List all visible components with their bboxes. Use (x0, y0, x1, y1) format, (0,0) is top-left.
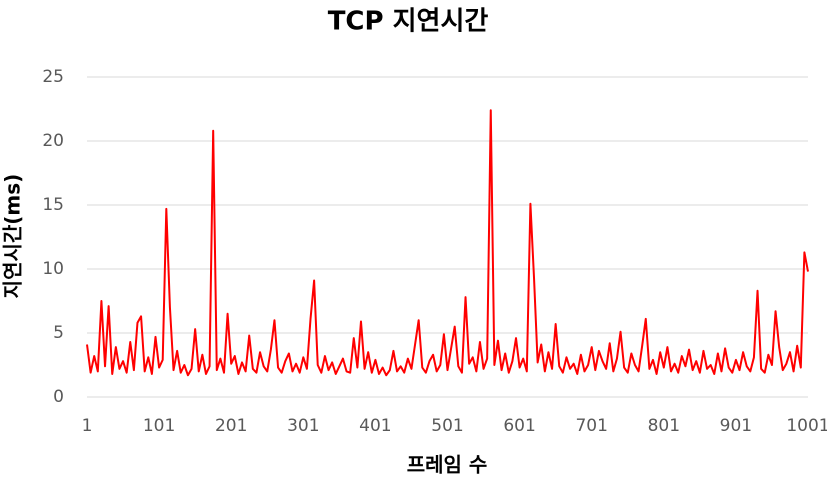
x-tick-label: 201 (215, 416, 247, 436)
x-axis-title: 프레임 수 (407, 453, 488, 477)
x-tick-label: 801 (648, 416, 680, 436)
y-tick-label: 20 (42, 131, 64, 151)
x-tick-label: 701 (575, 416, 607, 436)
y-axis-title: 지연시간(ms) (1, 174, 25, 299)
x-tick-label: 401 (359, 416, 391, 436)
y-tick-label: 5 (53, 323, 64, 343)
x-tick-label: 1 (82, 416, 93, 436)
y-tick-label: 25 (42, 67, 64, 87)
x-tick-label: 901 (720, 416, 752, 436)
y-tick-label: 10 (42, 259, 64, 279)
x-tick-label: 1001 (786, 416, 827, 436)
chart-title: TCP 지연시간 (328, 7, 489, 37)
x-tick-label: 101 (143, 416, 175, 436)
x-tick-label: 501 (431, 416, 463, 436)
y-tick-label: 0 (53, 387, 64, 407)
data-line (86, 109, 809, 377)
y-tick-label: 15 (42, 195, 64, 215)
x-tick-label: 601 (503, 416, 535, 436)
x-tick-label: 301 (287, 416, 319, 436)
